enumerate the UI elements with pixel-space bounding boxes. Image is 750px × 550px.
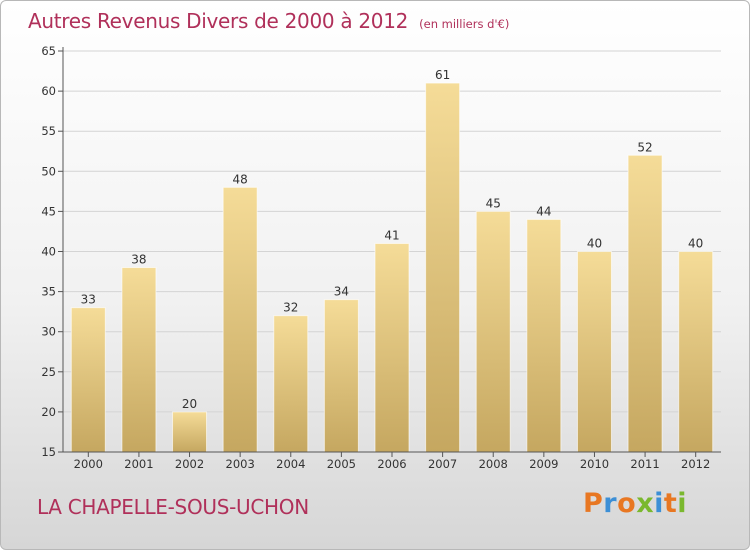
bar [526,218,562,453]
y-tick-label: 50 [41,164,56,178]
chart-title-row: Autres Revenus Divers de 2000 à 2012 (en… [28,9,509,33]
bar [475,210,511,453]
x-tick-label: 2007 [428,457,457,471]
x-tick-label: 2009 [529,457,558,471]
x-tick-label: 2010 [580,457,609,471]
bar [323,299,359,453]
logo-letter: x [636,488,655,519]
bar [222,186,258,453]
y-tick-label: 20 [41,405,56,419]
location-label: LA CHAPELLE-SOUS-UCHON [37,495,309,519]
x-tick-label: 2011 [630,457,659,471]
y-tick-label: 30 [41,325,56,339]
bar-value-label: 41 [384,228,399,242]
y-tick-label: 25 [41,365,56,379]
y-tick-label: 40 [41,245,56,259]
bar-value-label: 33 [81,293,96,307]
bar-value-label: 48 [233,172,248,186]
bar-value-label: 34 [334,285,349,299]
logo-letter: r [603,488,618,519]
y-tick-label: 15 [41,445,56,459]
bar-value-label: 45 [486,196,501,210]
logo-letter: i [677,488,688,519]
bar-value-label: 32 [283,301,298,315]
bar [425,82,461,453]
bar-value-label: 40 [688,237,703,251]
x-tick-label: 2000 [74,457,103,471]
chart-title: Autres Revenus Divers de 2000 à 2012 [28,9,409,33]
x-tick-label: 2008 [479,457,508,471]
bar-value-label: 20 [182,397,197,411]
bar-value-label: 40 [587,237,602,251]
x-tick-label: 2005 [327,457,356,471]
y-tick-label: 60 [41,84,56,98]
bar-value-label: 52 [637,140,652,154]
logo-letter: o [617,488,637,519]
x-tick-label: 2001 [124,457,153,471]
x-tick-label: 2003 [226,457,255,471]
y-tick-label: 65 [41,44,56,58]
bar [70,307,106,453]
bar-value-label: 44 [536,204,551,218]
x-tick-label: 2006 [377,457,406,471]
x-tick-label: 2002 [175,457,204,471]
bar-value-label: 38 [131,253,146,267]
bar [627,154,663,453]
bar [678,251,714,453]
bar [374,242,410,453]
x-tick-label: 2004 [276,457,305,471]
bar [121,267,157,453]
y-tick-label: 55 [41,124,56,138]
y-tick-label: 45 [41,204,56,218]
proxiti-logo[interactable]: Proxiti [583,488,687,519]
bar-value-label: 61 [435,68,450,82]
x-tick-label: 2012 [681,457,710,471]
logo-letter: t [663,488,678,519]
logo-letter: P [583,488,604,519]
logo-letter: i [654,488,664,519]
chart-unit-label: (en milliers d'€) [419,17,510,31]
bar [273,315,309,453]
bar [576,251,612,453]
y-tick-label: 35 [41,285,56,299]
bar [172,411,208,453]
